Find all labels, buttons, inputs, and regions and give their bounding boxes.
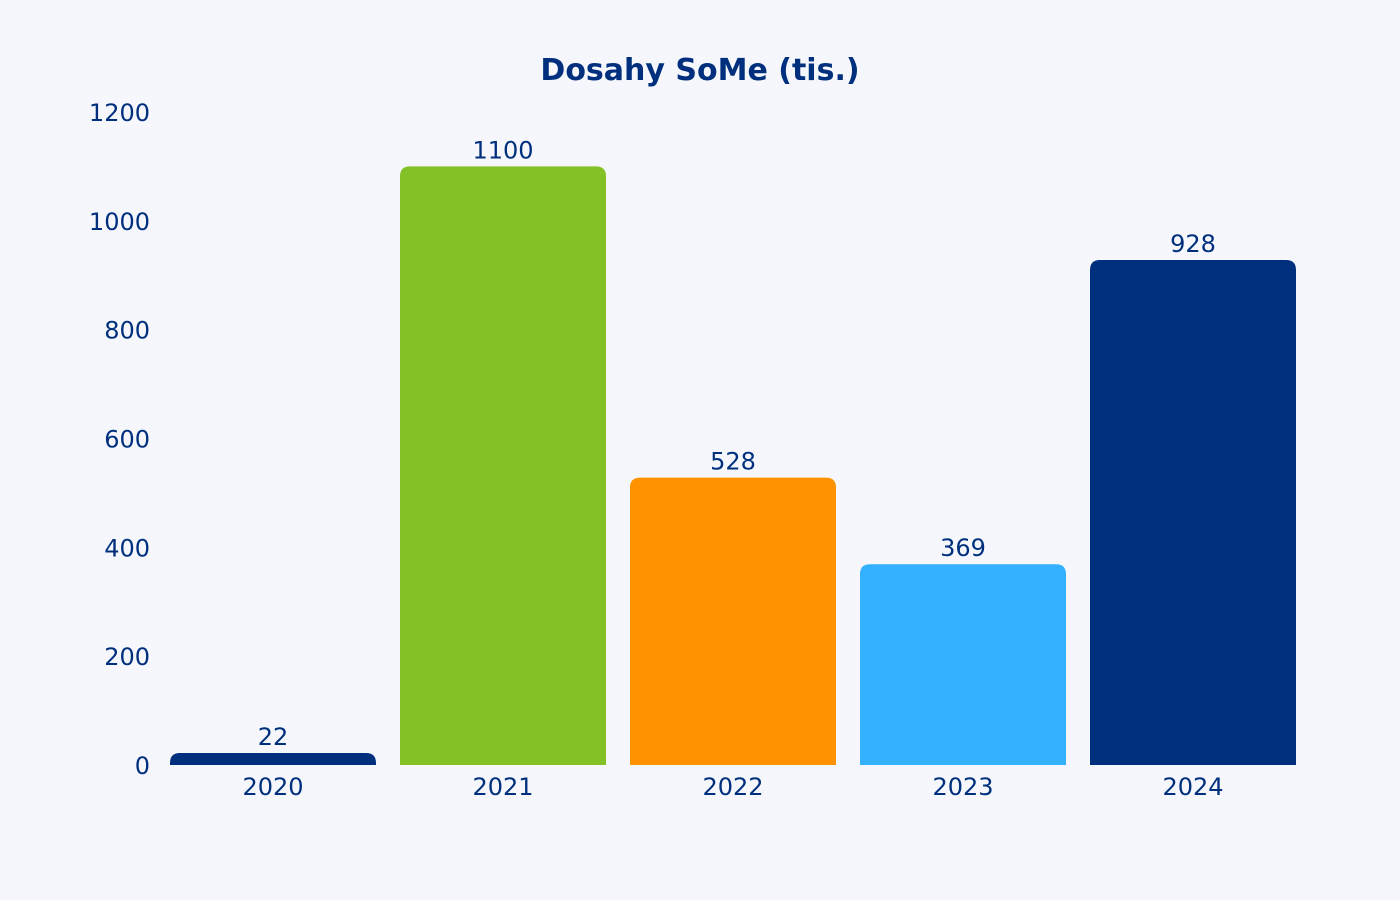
y-tick-label: 400	[104, 534, 150, 562]
bar-2021	[400, 166, 606, 765]
bar-2020	[170, 753, 376, 765]
x-tick-label: 2022	[702, 773, 763, 801]
bar-series	[170, 166, 1296, 765]
y-tick-label: 600	[104, 426, 150, 454]
y-tick-label: 1000	[89, 208, 150, 236]
bar-2024	[1090, 260, 1296, 765]
x-tick-label: 2021	[472, 773, 533, 801]
y-tick-label: 1200	[89, 99, 150, 127]
data-label: 528	[710, 448, 756, 476]
x-tick-label: 2023	[932, 773, 993, 801]
data-labels: 22 1100 528 369 928	[258, 136, 1216, 751]
bar-2022	[630, 477, 836, 765]
y-tick-label: 0	[135, 752, 150, 780]
y-tick-label: 800	[104, 317, 150, 345]
data-label: 928	[1170, 230, 1216, 258]
x-tick-label: 2024	[1162, 773, 1223, 801]
data-label: 22	[258, 723, 289, 751]
y-tick-label: 200	[104, 643, 150, 671]
data-label: 369	[940, 534, 986, 562]
bar-2023	[860, 564, 1066, 765]
chart-title: Dosahy SoMe (tis.)	[540, 53, 859, 88]
data-label: 1100	[472, 136, 533, 164]
x-axis: 2020 2021 2022 2023 2024	[242, 773, 1223, 801]
y-axis: 0 200 400 600 800 1000 1200	[89, 99, 150, 780]
x-tick-label: 2020	[242, 773, 303, 801]
